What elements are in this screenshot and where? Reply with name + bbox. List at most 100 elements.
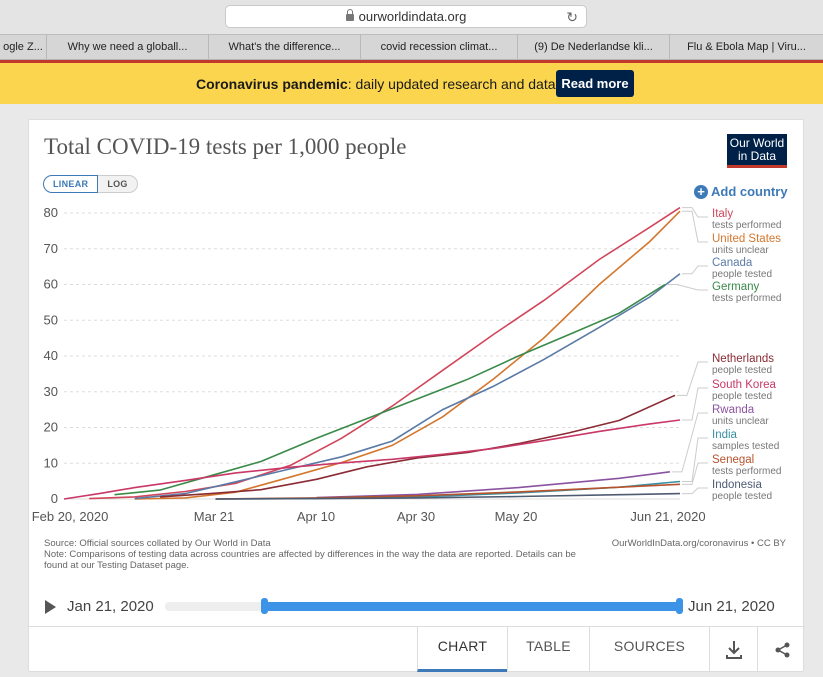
legend-sublabel: units unclear <box>712 416 769 427</box>
legend-connector <box>682 207 708 218</box>
tab-table[interactable]: TABLE <box>507 627 589 672</box>
x-tick-label: Mar 21 <box>194 509 234 524</box>
series-line-rwanda <box>316 471 671 499</box>
tab-chart[interactable]: CHART <box>417 627 507 672</box>
legend-label: United States <box>712 233 781 245</box>
legend-label: Netherlands <box>712 353 774 365</box>
timeline-end-label: Jun 21, 2020 <box>688 598 775 615</box>
add-country-label: Add country <box>711 184 788 199</box>
legend-connector <box>682 210 708 243</box>
grid-lines <box>64 212 680 500</box>
y-tick-label: 70 <box>44 241 58 256</box>
legend-connector <box>682 487 708 495</box>
x-tick-labels: Feb 20, 2020 Mar 21 Apr 10 Apr 30 May 20 Jun … <box>32 509 706 524</box>
series-line-south-korea <box>63 419 681 500</box>
share-button[interactable] <box>757 627 805 672</box>
y-tick-label: 80 <box>44 205 58 220</box>
timeline-range[interactable] <box>265 602 679 611</box>
legend-label: South Korea <box>712 379 777 391</box>
chart-footnote: Source: Official sources collated by Our… <box>44 538 589 571</box>
scale-toggle: LINEAR LOG <box>43 175 138 193</box>
legend-sublabel: people tested <box>712 365 772 376</box>
y-tick-label: 20 <box>44 420 58 435</box>
legend-label: India <box>712 429 738 441</box>
timeline-end-handle[interactable] <box>676 598 683 614</box>
legend-sublabel: units unclear <box>712 245 769 256</box>
announcement-banner: Coronavirus pandemic: daily updated rese… <box>0 63 823 104</box>
note-text: Note: Comparisons of testing data across… <box>44 549 576 571</box>
tab-sources[interactable]: SOURCES <box>589 627 709 672</box>
source-text: Source: Official sources collated by Our… <box>44 538 271 549</box>
legend-sublabel: tests performed <box>712 293 781 304</box>
legend-connector <box>666 284 708 291</box>
url-text: ourworldindata.org <box>358 9 467 24</box>
banner-text: Coronavirus pandemic: daily updated rese… <box>196 76 559 92</box>
reload-icon[interactable]: ↻ <box>566 9 578 25</box>
bookmark-item[interactable]: Flu & Ebola Map | Viru... <box>687 41 806 53</box>
play-icon[interactable] <box>45 600 56 614</box>
banner-divider <box>0 60 823 63</box>
logo-line2: in Data <box>737 149 777 163</box>
timeline-start-label: Jan 21, 2020 <box>67 598 154 615</box>
legend-connector <box>676 361 708 396</box>
log-scale-button[interactable]: LOG <box>98 175 138 193</box>
read-more-button[interactable]: Read more <box>556 70 634 97</box>
legend-connector <box>682 437 708 482</box>
legend-label: Germany <box>712 281 760 293</box>
legend-sublabel: people tested <box>712 491 772 502</box>
series-line-italy <box>89 206 681 500</box>
plus-icon: + <box>694 185 708 199</box>
lock-icon <box>345 9 354 21</box>
banner-bold: Coronavirus pandemic <box>196 76 348 92</box>
legend-label: Canada <box>712 257 753 269</box>
legend-label: Rwanda <box>712 404 755 416</box>
chart-tabs: CHART TABLE SOURCES <box>29 626 805 672</box>
x-tick-label: Jun 21, 2020 <box>630 509 705 524</box>
download-button[interactable] <box>709 627 757 672</box>
line-chart: 0 10 20 30 40 50 60 70 80 Feb 20, 2020 Mar 21 Apr … <box>32 205 782 524</box>
download-icon <box>726 641 742 659</box>
legend-connector <box>682 387 708 421</box>
y-tick-label: 0 <box>51 491 58 506</box>
x-tick-label: Apr 10 <box>297 509 335 524</box>
linear-scale-button[interactable]: LINEAR <box>43 175 99 193</box>
legend-label: Indonesia <box>712 479 762 491</box>
x-tick-label: Feb 20, 2020 <box>32 509 109 524</box>
bookmark-item[interactable]: (9) De Nederlandse kli... <box>518 35 670 60</box>
legend-connector <box>682 462 708 485</box>
series-line-india <box>215 480 681 500</box>
y-tick-label: 40 <box>44 348 58 363</box>
address-bar[interactable]: ourworldindata.org ↻ <box>225 5 587 28</box>
legend-sublabel: people tested <box>712 269 772 280</box>
bookmark-item[interactable]: covid recession climat... <box>361 35 518 60</box>
series-line-indonesia <box>215 492 681 500</box>
bookmark-item[interactable]: ogle Z... <box>0 35 47 60</box>
bookmarks-bar: ogle Z... Why we need a globall... What'… <box>0 34 823 60</box>
share-icon <box>775 642 790 658</box>
x-tick-label: Apr 30 <box>397 509 435 524</box>
banner-rest: : daily updated research and data. <box>347 76 560 92</box>
license-text: OurWorldInData.org/coronavirus • CC BY <box>611 538 786 549</box>
legend-label: Senegal <box>712 454 754 466</box>
series-line-united-states <box>134 210 681 500</box>
y-tick-label: 30 <box>44 384 58 399</box>
timeline-start-handle[interactable] <box>261 598 268 614</box>
series-lines <box>63 206 681 500</box>
legend-sublabel: tests performed <box>712 466 781 477</box>
y-tick-label: 10 <box>44 455 58 470</box>
logo-line1: Our World <box>729 136 785 150</box>
legend-connector <box>671 412 708 473</box>
y-tick-label: 60 <box>44 277 58 292</box>
bookmark-item[interactable]: Why we need a globall... <box>47 35 209 60</box>
add-country-button[interactable]: + Add country <box>694 184 788 199</box>
bookmark-item[interactable]: What's the difference... <box>209 35 361 60</box>
x-tick-label: May 20 <box>495 509 538 524</box>
y-tick-label: 50 <box>44 312 58 327</box>
y-tick-labels: 0 10 20 30 40 50 60 70 80 <box>44 205 58 506</box>
browser-toolbar: ourworldindata.org ↻ <box>0 0 823 34</box>
series-line-canada <box>134 273 681 500</box>
legend-sublabel: people tested <box>712 391 772 402</box>
owid-logo[interactable]: Our World in Data <box>727 134 787 168</box>
series-line-netherlands <box>159 394 676 498</box>
